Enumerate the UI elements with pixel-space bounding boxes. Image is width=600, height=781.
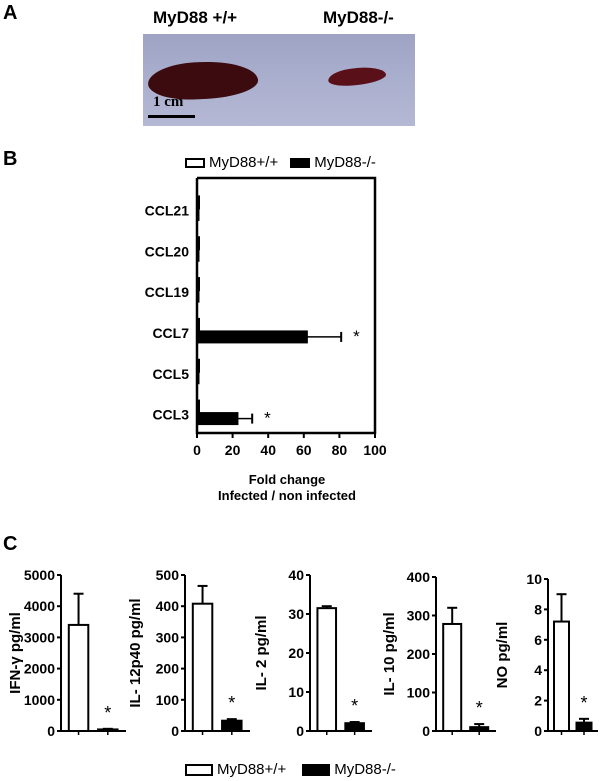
legend-wt-swatch bbox=[185, 157, 205, 168]
significance-marker: * bbox=[104, 703, 111, 723]
panel-c-chart-4: 0 100 200 300 400 * IL- 10 pg/ml bbox=[381, 569, 496, 739]
plot-frame bbox=[195, 176, 377, 435]
panel-a-letter: A bbox=[3, 2, 18, 24]
significance-marker: * bbox=[580, 693, 587, 713]
significance-marker: * bbox=[353, 327, 360, 346]
y-tick-label: 400 bbox=[407, 569, 431, 585]
x-tick-label: 40 bbox=[260, 442, 276, 458]
scale-bar-label: 1 cm bbox=[153, 94, 184, 110]
category-label: CCL19 bbox=[145, 284, 190, 300]
y-tick-label: 0 bbox=[296, 723, 304, 739]
y-tick-label: 500 bbox=[156, 567, 180, 583]
panel-b-chart: CCL21 CCL20 CCL19 CCL7 * CCL5 CCL3 * 0 20 40 60 80 10… bbox=[145, 176, 387, 503]
x-axis-title: Infected / non infected bbox=[218, 488, 356, 503]
bar-ko bbox=[469, 726, 490, 733]
legend-ko-label: MyD88-/- bbox=[314, 154, 376, 171]
panel-c-letter: C bbox=[3, 533, 18, 555]
significance-marker: * bbox=[264, 409, 271, 428]
y-tick-label: 10 bbox=[288, 684, 304, 700]
y-tick-label: 0 bbox=[422, 723, 430, 739]
legend-ko-swatch bbox=[302, 763, 331, 776]
y-tick-label: 3000 bbox=[24, 629, 55, 645]
significance-marker: * bbox=[476, 698, 483, 718]
y-axis-title: IFN-γ pg/ml bbox=[7, 612, 24, 694]
y-tick-label: 0 bbox=[47, 723, 55, 739]
bar-ko bbox=[196, 330, 308, 344]
panel-c-chart-2: 0 100 200 300 400 500 * IL- 12p40 pg/ml bbox=[127, 567, 250, 739]
category-label: CCL5 bbox=[152, 366, 189, 382]
category-label: CCL3 bbox=[152, 407, 189, 423]
y-axis-title: IL- 10 pg/ml bbox=[381, 612, 398, 695]
bar-ko bbox=[575, 721, 593, 733]
significance-marker: * bbox=[228, 693, 235, 713]
y-tick-label: 20 bbox=[288, 645, 304, 661]
y-tick-label: 4 bbox=[534, 662, 542, 678]
y-tick-label: 8 bbox=[534, 601, 542, 617]
scale-bar bbox=[148, 115, 195, 118]
category-label: CCL20 bbox=[145, 243, 190, 259]
significance-marker: * bbox=[351, 696, 358, 716]
legend-wt-label: MyD88+/+ bbox=[209, 154, 279, 171]
y-tick-label: 200 bbox=[156, 661, 180, 677]
y-tick-label: 40 bbox=[288, 567, 304, 583]
category-label: CCL21 bbox=[145, 202, 190, 218]
y-axis-title: NO pg/ml bbox=[494, 622, 511, 689]
bar-wt bbox=[316, 607, 338, 733]
bar-wt bbox=[553, 620, 570, 732]
y-tick-label: 0 bbox=[171, 723, 179, 739]
bar-wt bbox=[191, 602, 214, 732]
y-tick-label: 1000 bbox=[24, 692, 55, 708]
y-tick-label: 200 bbox=[407, 646, 431, 662]
y-tick-label: 400 bbox=[156, 598, 180, 614]
wt-photo-label: MyD88 +/+ bbox=[153, 8, 238, 27]
y-tick-label: 5000 bbox=[24, 567, 55, 583]
y-tick-label: 6 bbox=[534, 632, 542, 648]
y-axis-title: IL- 2 pg/ml bbox=[253, 616, 270, 691]
panel-c-legend: MyD88+/+ MyD88-/- bbox=[185, 761, 396, 778]
panel-c-chart-1: 0 1000 2000 3000 4000 5000 * IFN-γ pg/ml bbox=[7, 567, 126, 739]
panel-b-legend: MyD88+/+ MyD88-/- bbox=[185, 154, 376, 171]
spleen-photo: 1 cm bbox=[143, 34, 415, 126]
bar-ko bbox=[344, 722, 365, 733]
legend-ko-label: MyD88-/- bbox=[334, 761, 396, 778]
panel-b-letter: B bbox=[3, 148, 18, 170]
bar-wt bbox=[67, 623, 90, 732]
y-axis-title: IL- 12p40 pg/ml bbox=[127, 598, 144, 707]
y-tick-label: 4000 bbox=[24, 598, 55, 614]
y-tick-label: 30 bbox=[288, 606, 304, 622]
y-tick-label: 300 bbox=[407, 608, 431, 624]
category-label: CCL7 bbox=[152, 325, 189, 341]
legend-wt-label: MyD88+/+ bbox=[217, 761, 287, 778]
legend-ko-swatch bbox=[290, 157, 311, 168]
bar-ko bbox=[221, 719, 243, 732]
x-tick-label: 0 bbox=[193, 442, 201, 458]
x-axis-title: Fold change bbox=[249, 472, 326, 487]
panel-c-chart-3: 0 10 20 30 40 * IL- 2 pg/ml bbox=[253, 567, 372, 739]
x-tick-label: 100 bbox=[363, 442, 387, 458]
panel-c-chart-5: 0 2 4 6 8 10 * NO pg/ml bbox=[494, 571, 598, 739]
y-tick-label: 0 bbox=[534, 723, 542, 739]
x-tick-label: 60 bbox=[296, 442, 312, 458]
x-tick-label: 80 bbox=[332, 442, 348, 458]
bar-wt bbox=[442, 622, 463, 732]
y-tick-label: 2000 bbox=[24, 661, 55, 677]
x-tick-label: 20 bbox=[225, 442, 241, 458]
y-tick-label: 10 bbox=[526, 571, 542, 587]
y-tick-label: 100 bbox=[156, 692, 180, 708]
ko-photo-label: MyD88-/- bbox=[323, 8, 394, 27]
bar-ko bbox=[196, 412, 239, 426]
y-tick-label: 100 bbox=[407, 685, 431, 701]
y-tick-label: 300 bbox=[156, 629, 180, 645]
legend-wt-swatch bbox=[185, 763, 213, 776]
y-tick-label: 2 bbox=[534, 693, 542, 709]
